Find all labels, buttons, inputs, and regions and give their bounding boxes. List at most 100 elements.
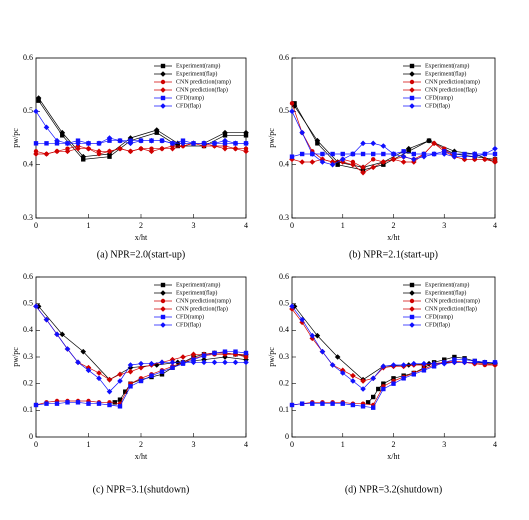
x-tick-label: 2	[392, 440, 396, 449]
marker	[243, 140, 249, 147]
x-axis-label: x/ht	[387, 233, 400, 242]
legend-label: CNN prediction(ramp)	[176, 78, 231, 85]
legend-marker	[409, 103, 415, 109]
marker	[33, 402, 39, 408]
marker	[54, 148, 60, 155]
marker	[360, 169, 366, 176]
legend-label: CNN prediction(ramp)	[425, 297, 480, 304]
marker	[211, 359, 218, 366]
marker	[350, 372, 356, 379]
marker	[360, 378, 366, 384]
marker	[401, 149, 406, 154]
legend-label: CNN prediction(flap)	[176, 86, 228, 93]
marker	[426, 137, 432, 144]
marker	[381, 386, 386, 392]
marker	[411, 360, 417, 367]
y-tick-label: 0.3	[279, 213, 289, 222]
legend-label: CNN prediction(flap)	[425, 305, 477, 312]
marker	[289, 101, 295, 106]
marker	[243, 350, 249, 356]
marker	[371, 405, 376, 410]
y-tick-label: 0.1	[279, 405, 289, 414]
marker	[96, 370, 102, 376]
marker	[148, 360, 155, 367]
legend-marker	[160, 87, 166, 93]
legend-label: CFD(flap)	[176, 102, 201, 109]
marker	[222, 145, 228, 152]
marker	[365, 400, 371, 405]
legend-marker	[409, 71, 415, 77]
marker	[330, 151, 335, 157]
y-tick-label: 0.4	[23, 325, 33, 334]
x-axis-label: x/ht	[135, 452, 148, 461]
legend-marker	[409, 87, 415, 93]
legend-label: Experiment(flap)	[425, 289, 466, 296]
marker	[117, 378, 123, 384]
legend-label: CFD(ramp)	[425, 94, 453, 101]
marker	[309, 332, 316, 339]
marker	[180, 359, 186, 366]
legend-label: Experiment(ramp)	[176, 62, 220, 69]
legend-label: CFD(ramp)	[176, 94, 204, 101]
marker	[75, 400, 81, 405]
marker	[452, 354, 457, 360]
marker	[33, 141, 39, 146]
legend-marker	[409, 63, 415, 69]
legend-marker	[160, 71, 166, 77]
marker	[85, 145, 92, 152]
y-axis-label: pw/pc	[267, 128, 276, 148]
marker	[405, 145, 412, 152]
legend-label: Experiment(ramp)	[425, 281, 469, 288]
marker	[309, 151, 316, 157]
marker	[86, 401, 91, 406]
marker	[106, 376, 113, 383]
marker	[201, 353, 207, 358]
marker	[190, 359, 197, 366]
marker	[400, 153, 407, 160]
marker	[350, 378, 356, 384]
marker	[123, 389, 128, 394]
marker	[243, 148, 249, 155]
marker	[80, 153, 87, 160]
marker	[127, 362, 134, 368]
marker	[64, 140, 71, 147]
marker	[482, 359, 488, 366]
marker	[112, 400, 117, 405]
marker	[339, 370, 346, 376]
marker	[106, 135, 113, 141]
marker	[80, 348, 87, 355]
legend-marker	[409, 79, 415, 85]
y-tick-label: 0.6	[23, 272, 33, 281]
x-tick-label: 0	[34, 221, 38, 230]
marker	[401, 376, 406, 381]
marker	[169, 140, 176, 147]
marker	[159, 369, 165, 374]
y-tick-label: 0.3	[23, 352, 33, 361]
legend-label: CFD(ramp)	[425, 313, 453, 320]
x-tick-label: 4	[493, 221, 497, 230]
marker	[138, 137, 144, 144]
marker	[169, 359, 176, 366]
marker	[299, 159, 305, 165]
marker	[299, 401, 305, 406]
marker	[117, 137, 123, 144]
marker	[471, 153, 478, 160]
caption: (a) NPR=2.0(start-up)	[97, 249, 185, 260]
marker	[360, 386, 366, 392]
legend-label: CFD(flap)	[425, 321, 450, 328]
marker	[44, 141, 49, 146]
legend-marker	[409, 282, 415, 288]
marker	[127, 140, 134, 147]
legend-label: CNN prediction(flap)	[425, 86, 477, 93]
marker	[96, 140, 102, 147]
series-line	[114, 352, 247, 403]
marker	[201, 140, 207, 147]
marker	[451, 148, 458, 155]
marker	[391, 381, 396, 386]
caption: (c) NPR=3.1(shutdown)	[93, 484, 190, 495]
marker	[314, 332, 321, 339]
marker	[190, 351, 197, 358]
marker	[222, 359, 228, 366]
